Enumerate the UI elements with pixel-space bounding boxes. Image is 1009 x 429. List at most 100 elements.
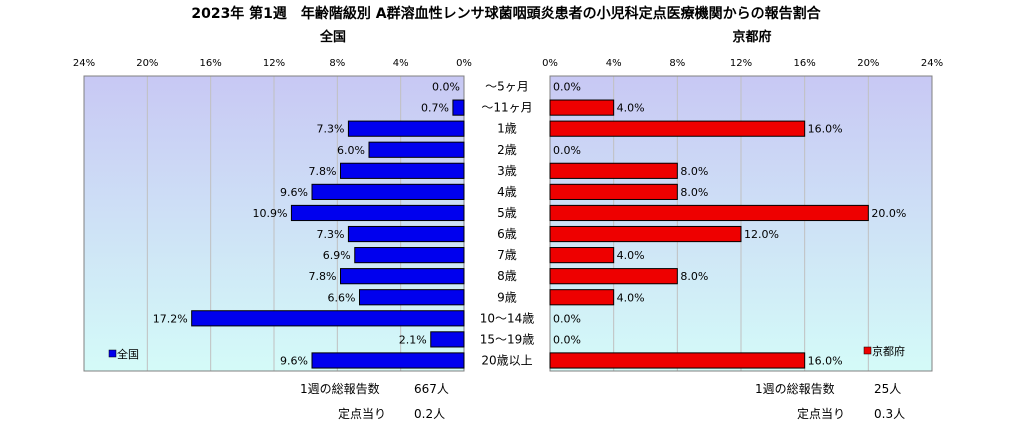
kyoto-bar: [549, 225, 742, 243]
kyoto-tick-label: 4%: [606, 58, 622, 69]
category-label: 2歳: [497, 143, 517, 157]
kyoto-tick-label: 8%: [669, 58, 685, 69]
national-bar: [430, 331, 465, 348]
category-label: 5歳: [497, 206, 517, 220]
national-data-label: 7.3%: [316, 123, 344, 136]
kyoto-legend-swatch: [863, 346, 872, 355]
kyoto-tick-label: 20%: [857, 58, 879, 69]
category-label: 4歳: [497, 185, 517, 199]
national-data-label: 9.6%: [280, 186, 308, 199]
national-bar: [347, 225, 465, 243]
national-bar: [311, 183, 465, 200]
national-bar: [191, 310, 465, 327]
national-data-label: 0.0%: [432, 81, 460, 94]
national-legend-swatch: [108, 349, 117, 358]
national-data-label: 6.0%: [337, 144, 365, 157]
chart-title: 2023年 第1週 年齢階級別 A群溶血性レンサ球菌咽頭炎患者の小児科定点医療機…: [191, 5, 821, 22]
national-bar: [290, 204, 465, 222]
kyoto-data-label: 8.0%: [680, 186, 708, 199]
kyoto-bar: [549, 183, 678, 200]
category-label: 9歳: [497, 290, 517, 304]
national-panel-title: 全国: [319, 29, 346, 45]
kyoto-legend-label: 京都府: [872, 344, 905, 358]
kyoto-bar: [549, 352, 806, 369]
national-data-label: 7.3%: [316, 228, 344, 241]
national-bar: [368, 141, 465, 158]
national-tick-label: 16%: [200, 58, 222, 69]
kyoto-per-label: 定点当り: [797, 406, 845, 421]
national-tick-label: 0%: [456, 58, 472, 69]
national-tick-label: 4%: [393, 58, 409, 69]
kyoto-bar: [549, 289, 615, 306]
kyoto-tick-label: 24%: [921, 58, 943, 69]
kyoto-total-value: 25人: [874, 382, 901, 396]
national-tick-label: 12%: [263, 58, 285, 69]
national-per-label: 定点当り: [338, 406, 386, 421]
kyoto-data-label: 4.0%: [617, 249, 645, 262]
national-data-label: 2.1%: [399, 333, 427, 346]
kyoto-total-label: 1週の総報告数: [755, 381, 835, 396]
kyoto-data-label: 8.0%: [680, 165, 708, 178]
category-label: 1歳: [497, 122, 517, 136]
kyoto-plot-area: 0% 4% 8% 12% 16% 20% 24% 0.0% 4.0% 16.0% 0.0% 8.0% 8…: [542, 58, 943, 372]
kyoto-bar: [549, 268, 678, 285]
national-per-value: 0.2人: [414, 407, 445, 421]
category-label: 6歳: [497, 227, 517, 241]
national-tick-label: 8%: [329, 58, 345, 69]
kyoto-bar: [549, 120, 806, 137]
national-data-label: 7.8%: [309, 270, 337, 283]
kyoto-data-label: 0.0%: [553, 144, 581, 157]
national-bar: [340, 162, 465, 179]
kyoto-bar: [549, 162, 678, 179]
kyoto-data-label: 16.0%: [808, 123, 843, 136]
kyoto-per-value: 0.3人: [874, 407, 905, 421]
category-label: ～5ヶ月: [485, 80, 529, 94]
national-bar: [340, 268, 465, 285]
kyoto-tick-label: 0%: [542, 58, 558, 69]
kyoto-bar: [549, 99, 615, 116]
national-bar: [347, 120, 465, 137]
national-bar: [311, 352, 465, 369]
kyoto-bar: [549, 247, 615, 264]
category-label: ～11ヶ月: [481, 101, 532, 115]
national-data-label: 6.6%: [328, 291, 356, 304]
category-label: 15～19歳: [480, 332, 535, 346]
national-total-label: 1週の総報告数: [300, 381, 380, 396]
national-tick-label: 24%: [73, 58, 95, 69]
national-plot-border: [83, 75, 465, 372]
national-data-label: 10.9%: [252, 207, 287, 220]
national-bar: [452, 99, 465, 116]
category-label: 7歳: [497, 248, 517, 262]
age-category-labels: ～5ヶ月 ～11ヶ月 1歳 2歳 3歳 4歳 5歳 6歳 7歳 8歳 9歳 10～14歳 15～19歳 2…: [480, 80, 535, 368]
kyoto-data-label: 0.0%: [553, 333, 581, 346]
category-label: 8歳: [497, 269, 517, 283]
category-label: 10～14歳: [480, 311, 535, 325]
kyoto-data-label: 16.0%: [808, 354, 843, 367]
kyoto-tick-label: 16%: [794, 58, 816, 69]
national-summary: 1週の総報告数 667人 定点当り 0.2人: [300, 381, 449, 421]
kyoto-data-label: 0.0%: [553, 312, 581, 325]
national-legend: 全国: [108, 347, 139, 361]
kyoto-data-label: 4.0%: [617, 102, 645, 115]
national-tick-label: 20%: [136, 58, 158, 69]
category-label: 20歳以上: [481, 353, 532, 367]
national-data-label: 9.6%: [280, 354, 308, 367]
national-bar: [354, 247, 465, 264]
kyoto-data-label: 4.0%: [617, 291, 645, 304]
category-label: 3歳: [497, 164, 517, 178]
national-data-label: 0.7%: [421, 102, 449, 115]
kyoto-data-label: 12.0%: [744, 228, 779, 241]
national-data-label: 17.2%: [153, 312, 188, 325]
national-data-label: 7.8%: [309, 165, 337, 178]
kyoto-tick-label: 12%: [730, 58, 752, 69]
national-plot-area: 24% 20% 16% 12% 8% 4% 0%0.0%0.7%7.3%6.0%7.8%9.…: [73, 58, 472, 372]
kyoto-bar: [549, 204, 869, 222]
national-total-value: 667人: [414, 382, 449, 396]
national-legend-label: 全国: [117, 347, 139, 361]
national-data-label: 6.9%: [323, 249, 351, 262]
kyoto-legend: 京都府: [863, 344, 905, 358]
kyoto-data-label: 8.0%: [680, 270, 708, 283]
kyoto-summary: 1週の総報告数 25人 定点当り 0.3人: [755, 381, 905, 421]
kyoto-data-label: 0.0%: [553, 81, 581, 94]
